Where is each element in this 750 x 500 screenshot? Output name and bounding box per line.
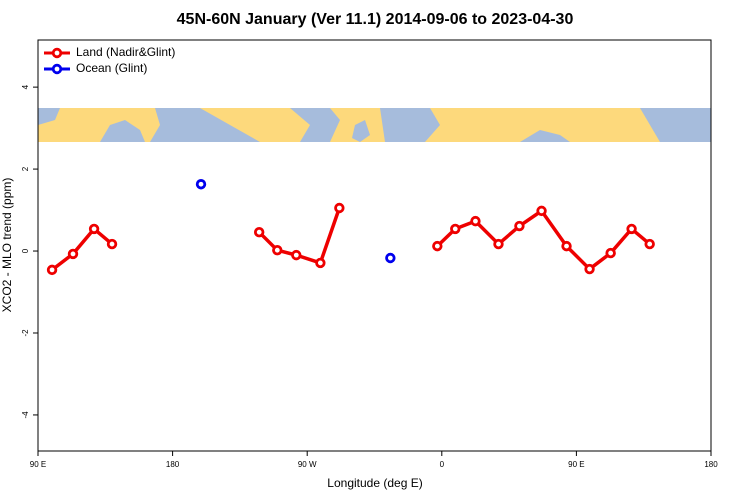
legend-label: Land (Nadir&Glint) [76,45,175,59]
data-point [334,202,345,214]
x-tick-label: 90 W [298,460,317,469]
y-tick-label: 4 [21,84,30,89]
data-point [88,223,100,235]
data-point [272,245,283,256]
plot-frame [37,39,712,452]
x-tick-label: 180 [704,460,718,469]
data-point [584,263,595,275]
chart-title: 45N-60N January (Ver 11.1) 2014-09-06 to… [177,11,574,28]
x-tick-label: 90 E [568,460,584,469]
data-point [315,257,326,269]
map-band [38,108,711,142]
data-point [644,238,655,250]
legend-marker [51,63,63,75]
data-point [195,179,207,190]
y-tick-label: 2 [21,166,30,171]
data-point [106,238,118,250]
data-point [514,220,525,232]
x-tick-label: 0 [440,460,445,469]
data-point [46,264,58,276]
data-point [67,248,79,260]
data-point [450,223,461,235]
legend-label: Ocean (Glint) [76,61,147,75]
y-tick-label: -4 [21,411,30,419]
data-point [253,226,265,238]
data-point [626,223,637,235]
x-axis-label: Longitude (deg E) [327,476,422,490]
y-tick-label: -2 [21,329,30,337]
legend-marker [51,47,63,59]
data-point [291,249,302,261]
data-point [605,247,616,259]
data-point [470,215,481,227]
data-point [536,205,547,217]
data-point [561,240,572,252]
x-tick-label: 180 [166,460,180,469]
y-axis-label: XCO2 - MLO trend (ppm) [0,178,14,313]
data-point [385,252,396,264]
data-point [432,240,443,252]
y-tick-label: 0 [21,248,30,253]
x-tick-label: 90 E [30,460,46,469]
series-line [50,207,651,272]
data-point [493,238,504,250]
